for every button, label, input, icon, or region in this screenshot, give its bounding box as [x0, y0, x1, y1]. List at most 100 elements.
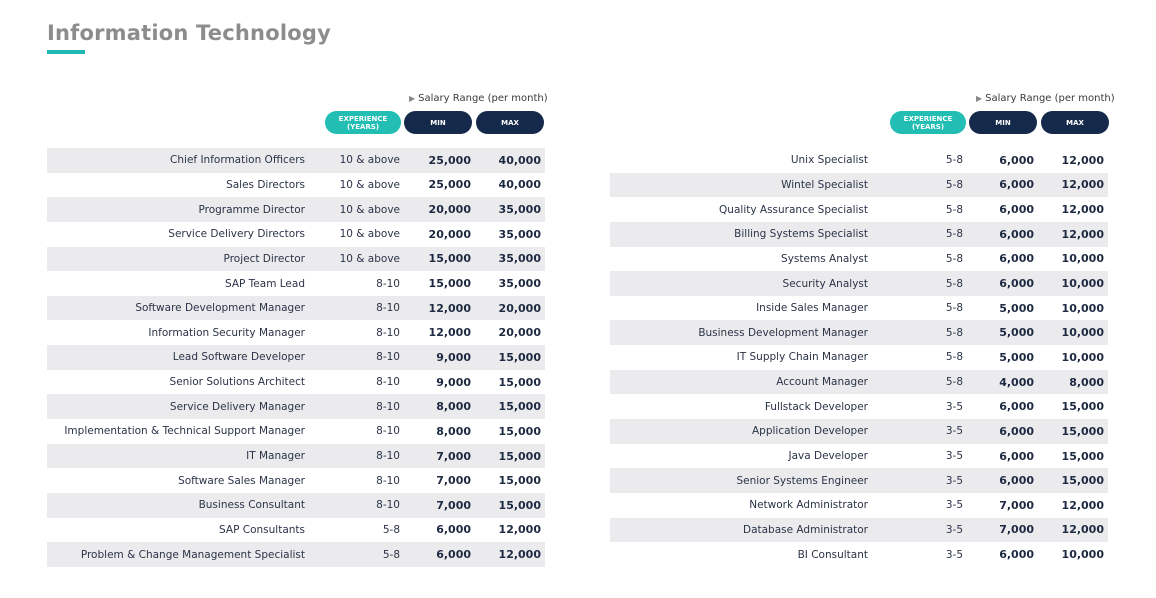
min-salary: 6,000: [999, 227, 1034, 241]
min-salary: 6,000: [999, 449, 1034, 463]
experience-value: 10 & above: [339, 252, 400, 265]
max-salary: 15,000: [498, 474, 541, 488]
min-salary: 4,000: [999, 375, 1034, 389]
min-salary: 7,000: [436, 474, 471, 488]
job-title: Application Developer: [751, 425, 868, 438]
job-title: Programme Director: [198, 203, 305, 216]
job-title: Software Development Manager: [135, 302, 305, 315]
max-salary: 8,000: [1069, 375, 1104, 389]
title-underline: [47, 50, 85, 54]
experience-value: 3-5: [945, 450, 963, 462]
table-row: Business Development Manager 5-8 5,000 10,0…: [610, 320, 1108, 346]
salary-range-label: Salary Range (per month): [985, 93, 1115, 104]
min-salary: 6,000: [999, 474, 1034, 488]
max-salary: 15,000: [1061, 400, 1104, 414]
max-salary: 35,000: [498, 227, 541, 241]
max-salary: 15,000: [498, 424, 541, 438]
experience-value: 8-10: [376, 376, 400, 389]
table-row: SAP Consultants 5-8 6,000 12,000: [47, 518, 545, 543]
min-salary: 25,000: [428, 178, 471, 192]
job-title: Billing Systems Specialist: [734, 228, 868, 241]
job-title: Senior Systems Engineer: [736, 474, 868, 487]
min-salary: 8,000: [436, 400, 471, 414]
rows-left: Chief Information Officers 10 & above 25,0…: [47, 148, 545, 567]
max-salary: 12,000: [1061, 178, 1104, 192]
table-row: Billing Systems Specialist 5-8 6,000 12,000: [610, 221, 1108, 247]
experience-value: 8-10: [376, 326, 400, 339]
table-row: Service Delivery Manager 8-10 8,000 15,000: [47, 394, 545, 420]
min-salary: 6,000: [999, 252, 1034, 266]
max-header: MAX: [476, 111, 544, 134]
job-title: IT Manager: [246, 450, 305, 462]
triangle-right-icon: ▶: [976, 94, 983, 103]
table-row: Chief Information Officers 10 & above 25,0…: [47, 148, 545, 173]
min-salary: 6,000: [999, 548, 1034, 562]
table-row: Programme Director 10 & above 20,000 35,000: [47, 197, 545, 222]
table-row: Application Developer 3-5 6,000 15,000: [610, 419, 1108, 444]
min-salary: 15,000: [428, 252, 471, 266]
experience-value: 3-5: [945, 474, 963, 487]
experience-value: 8-10: [376, 499, 400, 512]
experience-value: 5-8: [945, 203, 963, 216]
table-row: Quality Assurance Specialist 5-8 6,000 12,0…: [610, 197, 1108, 222]
job-title: Network Administrator: [749, 499, 868, 512]
rows-right: Unix Specialist 5-8 6,000 12,000 Wintel Spec…: [610, 148, 1108, 567]
max-salary: 35,000: [498, 203, 541, 217]
max-salary: 40,000: [498, 153, 541, 167]
job-title: Information Security Manager: [148, 326, 305, 339]
table-row: Project Director 10 & above 15,000 35,000: [47, 246, 545, 272]
max-salary: 12,000: [1061, 203, 1104, 217]
max-salary: 15,000: [1061, 424, 1104, 438]
experience-value: 8-10: [376, 474, 400, 487]
experience-value: 5-8: [945, 178, 963, 191]
experience-header: EXPERIENCE (YEARS): [890, 111, 966, 134]
table-row: Software Sales Manager 8-10 7,000 15,000: [47, 468, 545, 493]
max-salary: 15,000: [498, 400, 541, 414]
experience-header: EXPERIENCE (YEARS): [325, 111, 401, 134]
job-title: Systems Analyst: [781, 252, 868, 265]
min-salary: 9,000: [436, 350, 471, 364]
max-salary: 10,000: [1061, 326, 1104, 340]
min-salary: 6,000: [999, 424, 1034, 438]
max-salary: 20,000: [498, 326, 541, 340]
max-salary: 12,000: [1061, 523, 1104, 537]
min-salary: 20,000: [428, 203, 471, 217]
job-title: Business Development Manager: [698, 326, 868, 339]
table-row: Java Developer 3-5 6,000 15,000: [610, 444, 1108, 469]
experience-value: 5-8: [945, 376, 963, 389]
max-salary: 35,000: [498, 277, 541, 291]
table-row: Lead Software Developer 8-10 9,000 15,000: [47, 345, 545, 370]
experience-value: 5-8: [382, 523, 400, 536]
max-salary: 10,000: [1061, 252, 1104, 266]
table-row: Senior Solutions Architect 8-10 9,000 15,00…: [47, 370, 545, 395]
min-salary: 8,000: [436, 424, 471, 438]
max-salary: 12,000: [1061, 153, 1104, 167]
max-header: MAX: [1041, 111, 1109, 134]
experience-value: 3-5: [945, 425, 963, 438]
salary-range-caption: ▶ Salary Range (per month): [409, 93, 548, 104]
job-title: Implementation & Technical Support Manag…: [64, 425, 305, 438]
min-salary: 12,000: [428, 301, 471, 315]
experience-value: 3-5: [945, 499, 963, 512]
min-salary: 6,000: [436, 548, 471, 562]
table-row: Security Analyst 5-8 6,000 10,000: [610, 271, 1108, 296]
job-title: SAP Consultants: [219, 523, 305, 536]
experience-value: 5-8: [945, 277, 963, 290]
experience-value: 8-10: [376, 277, 400, 290]
table-row: Business Consultant 8-10 7,000 15,000: [47, 492, 545, 518]
table-row: Implementation & Technical Support Manag…: [47, 419, 545, 444]
experience-value: 5-8: [945, 351, 963, 364]
job-title: Business Consultant: [198, 499, 305, 512]
experience-value: 5-8: [382, 548, 400, 561]
table-row: Network Administrator 3-5 7,000 12,000: [610, 493, 1108, 518]
job-title: Service Delivery Manager: [169, 400, 305, 413]
job-title: SAP Team Lead: [224, 277, 305, 290]
job-title: Java Developer: [788, 450, 868, 462]
table-row: Sales Directors 10 & above 25,000 40,000: [47, 173, 545, 198]
table-row: Unix Specialist 5-8 6,000 12,000: [610, 148, 1108, 173]
min-salary: 25,000: [428, 153, 471, 167]
min-salary: 12,000: [428, 326, 471, 340]
experience-value: 5-8: [945, 302, 963, 315]
min-salary: 6,000: [999, 153, 1034, 167]
max-salary: 15,000: [498, 350, 541, 364]
